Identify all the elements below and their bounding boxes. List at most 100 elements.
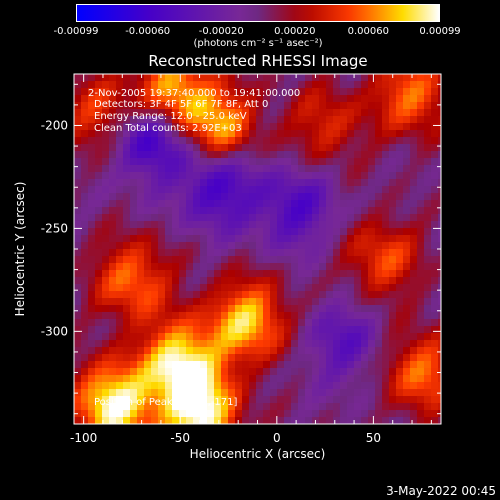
heatmap-cell bbox=[298, 151, 305, 158]
heatmap-cell bbox=[270, 207, 277, 214]
heatmap-cell bbox=[305, 144, 312, 151]
heatmap-cell bbox=[123, 340, 130, 347]
heatmap-cell bbox=[424, 417, 431, 424]
heatmap-cell bbox=[221, 263, 228, 270]
heatmap-cell bbox=[172, 284, 179, 291]
heatmap-cell bbox=[186, 193, 193, 200]
heatmap-cell bbox=[410, 221, 417, 228]
heatmap-cell bbox=[403, 172, 410, 179]
heatmap-cell bbox=[151, 158, 158, 165]
heatmap-cell bbox=[116, 130, 123, 137]
heatmap-cell bbox=[361, 263, 368, 270]
heatmap-cell bbox=[109, 158, 116, 165]
heatmap-cell bbox=[221, 172, 228, 179]
heatmap-cell bbox=[340, 298, 347, 305]
heatmap-cell bbox=[144, 214, 151, 221]
heatmap-cell bbox=[256, 347, 263, 354]
heatmap-cell bbox=[256, 123, 263, 130]
heatmap-cell bbox=[81, 361, 88, 368]
heatmap-cell bbox=[326, 137, 333, 144]
heatmap-cell bbox=[172, 95, 179, 102]
heatmap-cell bbox=[95, 88, 102, 95]
heatmap-cell bbox=[424, 81, 431, 88]
heatmap-cell bbox=[284, 361, 291, 368]
heatmap-cell bbox=[347, 228, 354, 235]
heatmap-cell bbox=[74, 123, 81, 130]
heatmap-cell bbox=[431, 389, 438, 396]
heatmap-cell bbox=[410, 109, 417, 116]
heatmap-cell bbox=[438, 235, 441, 242]
heatmap-cell bbox=[361, 130, 368, 137]
heatmap-cell bbox=[179, 389, 186, 396]
heatmap-cell bbox=[88, 354, 95, 361]
heatmap-cell bbox=[228, 200, 235, 207]
heatmap-cell bbox=[172, 347, 179, 354]
heatmap-cell bbox=[249, 200, 256, 207]
heatmap-cell bbox=[333, 130, 340, 137]
heatmap-cell bbox=[88, 347, 95, 354]
heatmap-cell bbox=[207, 123, 214, 130]
heatmap-cell bbox=[284, 151, 291, 158]
heatmap-cell bbox=[256, 95, 263, 102]
heatmap-cell bbox=[389, 172, 396, 179]
heatmap-cell bbox=[249, 347, 256, 354]
heatmap-cell bbox=[151, 291, 158, 298]
heatmap-cell bbox=[368, 403, 375, 410]
heatmap-cell bbox=[375, 123, 382, 130]
heatmap-cell bbox=[81, 305, 88, 312]
heatmap-cell bbox=[116, 340, 123, 347]
heatmap-cell bbox=[130, 368, 137, 375]
heatmap-cell bbox=[95, 172, 102, 179]
heatmap-cell bbox=[319, 270, 326, 277]
heatmap-cell bbox=[361, 403, 368, 410]
heatmap-cell bbox=[270, 291, 277, 298]
heatmap-cell bbox=[221, 116, 228, 123]
heatmap-cell bbox=[298, 291, 305, 298]
heatmap-cell bbox=[228, 249, 235, 256]
heatmap-cell bbox=[214, 361, 221, 368]
heatmap-cell bbox=[361, 137, 368, 144]
heatmap-cell bbox=[186, 144, 193, 151]
heatmap-cell bbox=[228, 151, 235, 158]
heatmap-cell bbox=[396, 319, 403, 326]
heatmap-cell bbox=[200, 144, 207, 151]
heatmap-cell bbox=[375, 263, 382, 270]
heatmap-cell bbox=[389, 340, 396, 347]
heatmap-cell bbox=[256, 277, 263, 284]
heatmap-cell bbox=[333, 221, 340, 228]
heatmap-cell bbox=[214, 116, 221, 123]
heatmap-cell bbox=[74, 375, 81, 382]
heatmap-cell bbox=[382, 95, 389, 102]
heatmap-cell bbox=[417, 396, 424, 403]
heatmap-cell bbox=[88, 235, 95, 242]
heatmap-cell bbox=[284, 235, 291, 242]
heatmap-cell bbox=[410, 326, 417, 333]
heatmap-cell bbox=[221, 256, 228, 263]
heatmap-cell bbox=[123, 361, 130, 368]
heatmap-cell bbox=[186, 326, 193, 333]
heatmap-cell bbox=[333, 354, 340, 361]
heatmap-cell bbox=[144, 410, 151, 417]
heatmap-cell bbox=[389, 102, 396, 109]
heatmap-cell bbox=[88, 88, 95, 95]
heatmap-cell bbox=[326, 151, 333, 158]
heatmap-cell bbox=[102, 214, 109, 221]
heatmap-cell bbox=[340, 102, 347, 109]
heatmap-cell bbox=[158, 340, 165, 347]
heatmap-cell bbox=[123, 354, 130, 361]
heatmap-cell bbox=[291, 340, 298, 347]
heatmap-cell bbox=[291, 263, 298, 270]
heatmap-cell bbox=[137, 81, 144, 88]
heatmap-cell bbox=[137, 354, 144, 361]
heatmap-cell bbox=[298, 102, 305, 109]
heatmap-cell bbox=[263, 116, 270, 123]
heatmap-cell bbox=[417, 333, 424, 340]
heatmap-cell bbox=[256, 151, 263, 158]
heatmap-cell bbox=[214, 249, 221, 256]
heatmap-cell bbox=[298, 389, 305, 396]
heatmap-cell bbox=[130, 165, 137, 172]
heatmap-cell bbox=[396, 305, 403, 312]
heatmap-cell bbox=[235, 361, 242, 368]
heatmap-cell bbox=[403, 95, 410, 102]
